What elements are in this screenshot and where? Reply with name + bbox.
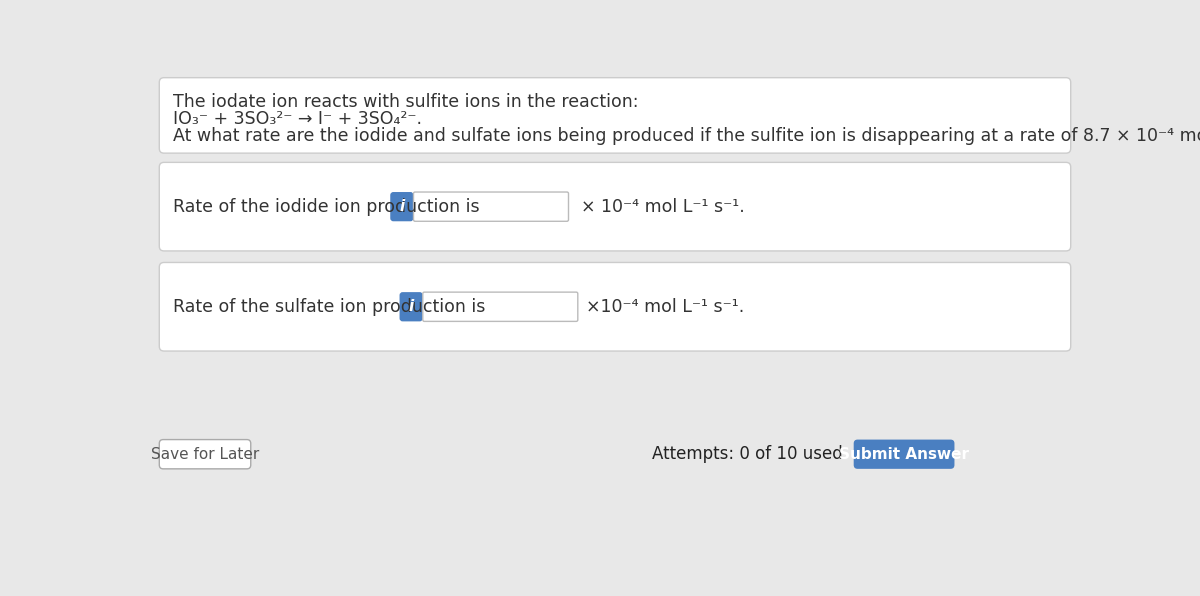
- Text: At what rate are the iodide and sulfate ions being produced if the sulfite ion i: At what rate are the iodide and sulfate …: [173, 127, 1200, 145]
- FancyBboxPatch shape: [400, 292, 422, 321]
- FancyBboxPatch shape: [160, 262, 1070, 351]
- Text: Rate of the sulfate ion production is: Rate of the sulfate ion production is: [173, 298, 486, 316]
- Text: i: i: [408, 299, 414, 314]
- Text: Rate of the iodide ion production is: Rate of the iodide ion production is: [173, 198, 480, 216]
- FancyBboxPatch shape: [160, 440, 251, 469]
- FancyBboxPatch shape: [414, 192, 569, 221]
- Text: ×10⁻⁴ mol L⁻¹ s⁻¹.: ×10⁻⁴ mol L⁻¹ s⁻¹.: [586, 298, 744, 316]
- FancyBboxPatch shape: [853, 440, 954, 469]
- Text: × 10⁻⁴ mol L⁻¹ s⁻¹.: × 10⁻⁴ mol L⁻¹ s⁻¹.: [581, 198, 745, 216]
- FancyBboxPatch shape: [160, 162, 1070, 251]
- Text: IO₃⁻ + 3SO₃²⁻ → I⁻ + 3SO₄²⁻.: IO₃⁻ + 3SO₃²⁻ → I⁻ + 3SO₄²⁻.: [173, 110, 422, 128]
- Text: i: i: [400, 199, 404, 214]
- Text: Attempts: 0 of 10 used: Attempts: 0 of 10 used: [652, 445, 842, 463]
- Text: The iodate ion reacts with sulfite ions in the reaction:: The iodate ion reacts with sulfite ions …: [173, 93, 638, 111]
- FancyBboxPatch shape: [160, 77, 1070, 153]
- FancyBboxPatch shape: [422, 292, 578, 321]
- Text: Submit Answer: Submit Answer: [839, 447, 970, 462]
- Text: Save for Later: Save for Later: [151, 447, 259, 462]
- FancyBboxPatch shape: [390, 192, 414, 221]
